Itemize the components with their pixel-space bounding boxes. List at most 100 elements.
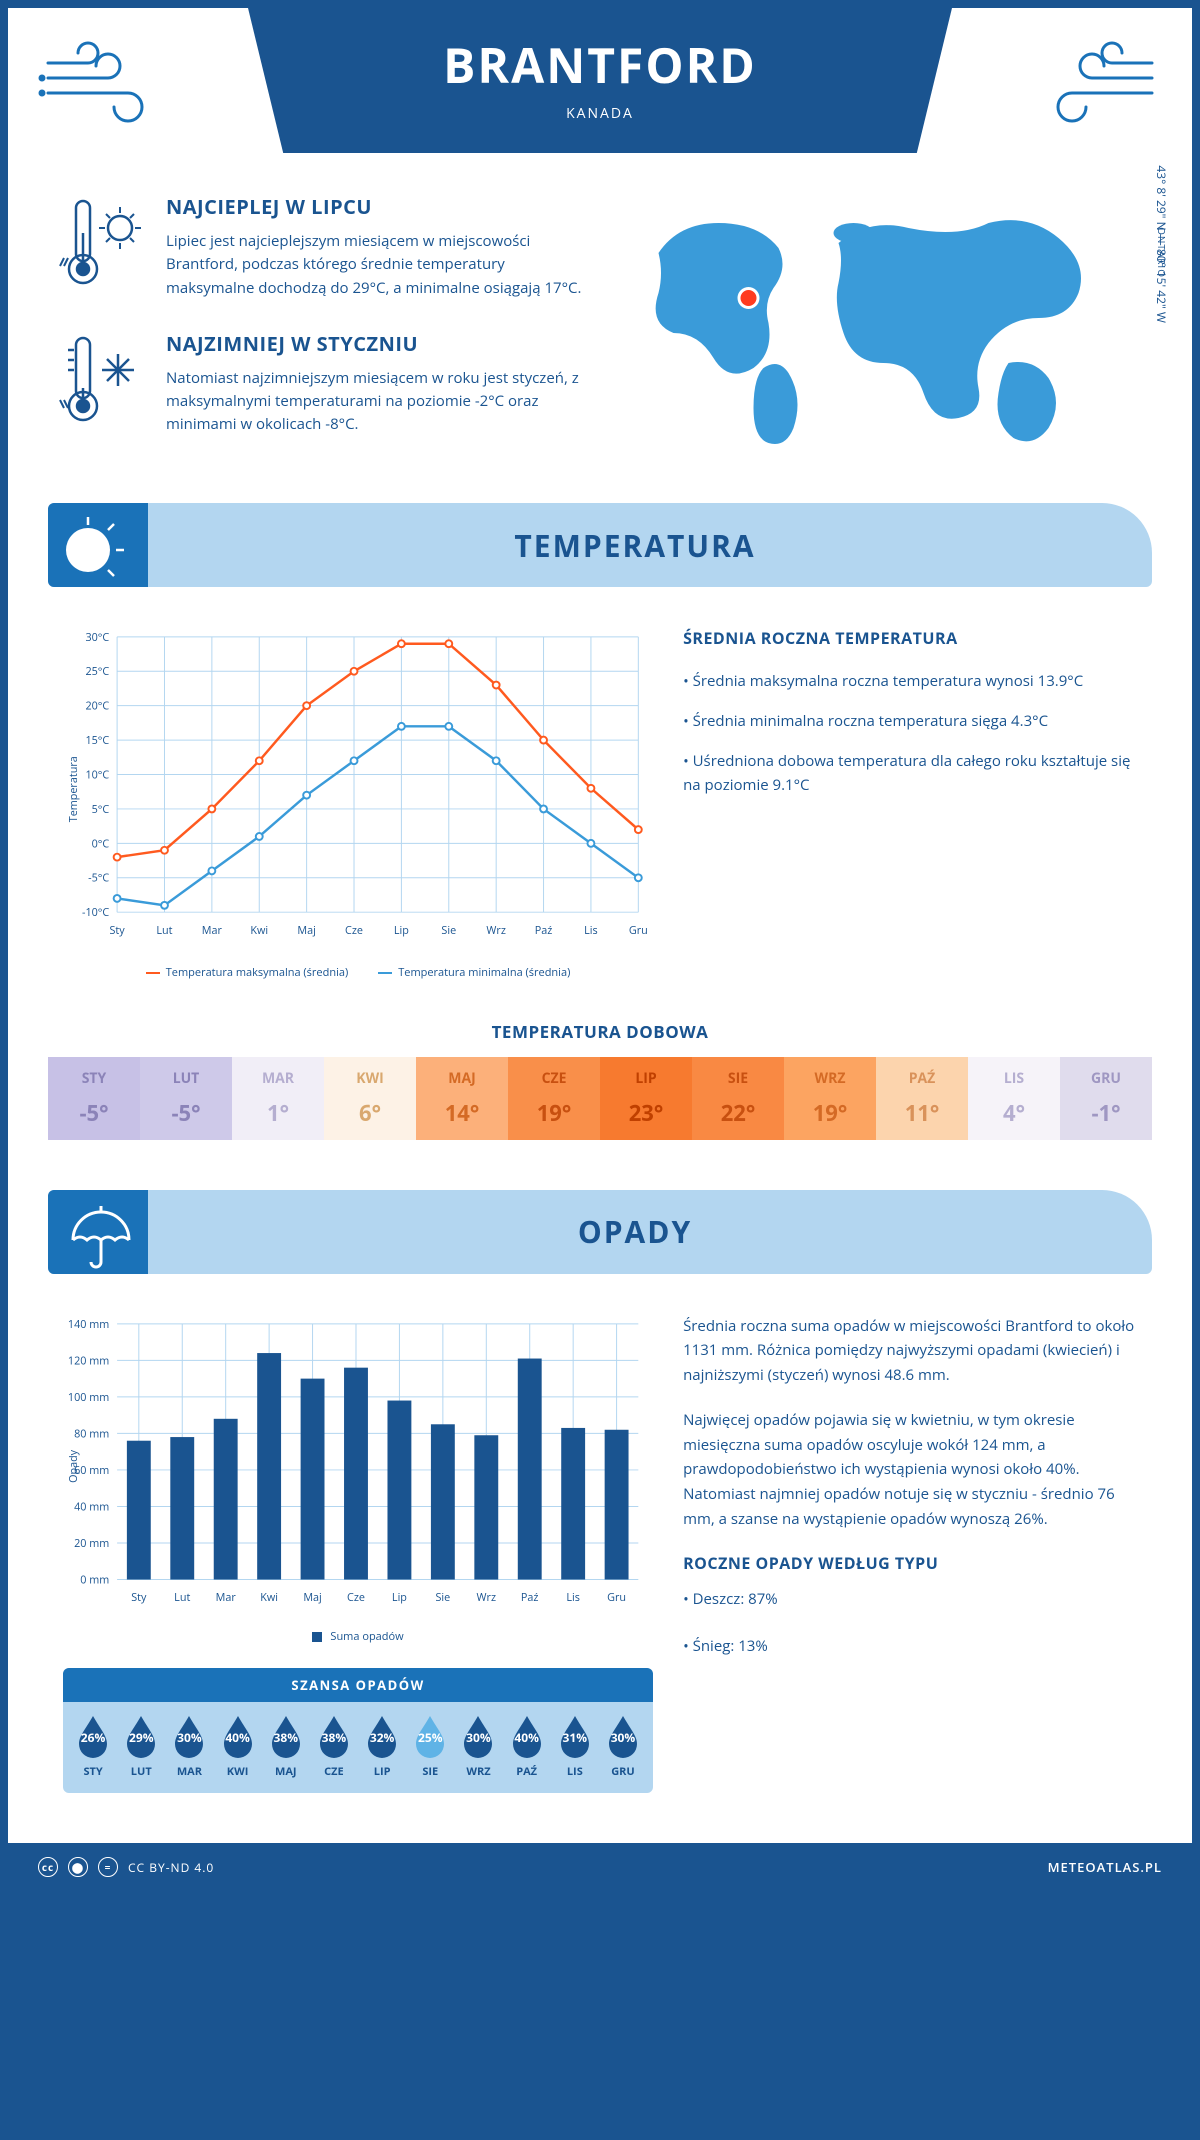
daily-temp-cell: MAJ14° (416, 1057, 508, 1140)
daily-temp-cell: WRZ19° (784, 1057, 876, 1140)
drop-percentage: 25% (418, 1730, 443, 1747)
drop-month: KWI (214, 1764, 262, 1779)
svg-text:20°C: 20°C (85, 699, 109, 714)
svg-text:0°C: 0°C (92, 836, 110, 851)
drop-percentage: 38% (322, 1730, 347, 1747)
svg-text:Lip: Lip (392, 1590, 407, 1605)
intro-text-column: NAJCIEPLEJ W LIPCU Lipiec jest najcieple… (58, 193, 585, 453)
daily-temp-cell: PAŹ11° (876, 1057, 968, 1140)
svg-text:Sie: Sie (435, 1590, 450, 1605)
daily-value: 23° (600, 1098, 692, 1128)
svg-text:25°C: 25°C (85, 664, 109, 679)
drop-month: CZE (310, 1764, 358, 1779)
precipitation-body: 0 mm20 mm40 mm60 mm80 mm100 mm120 mm140 … (8, 1274, 1192, 1814)
raindrop-icon: 40% (509, 1714, 545, 1758)
drop-cell: 30% GRU (599, 1714, 647, 1779)
raindrop-icon: 40% (220, 1714, 256, 1758)
drop-cell: 40% KWI (214, 1714, 262, 1779)
drop-percentage: 29% (129, 1730, 154, 1747)
thermometer-cold-icon (58, 330, 148, 430)
daily-month: KWI (324, 1069, 416, 1088)
page: BRANTFORD KANADA NAJCIEPLEJ W LIPCU Lipi… (8, 8, 1192, 1891)
legend-max: Temperatura maksymalna (średnia) (146, 965, 348, 980)
coords-label: 43° 8' 29" N — 80° 15' 42" W (1154, 165, 1171, 323)
svg-text:Gru: Gru (629, 923, 648, 938)
map-marker-icon (741, 290, 757, 306)
cc-icon: cc (38, 1857, 58, 1877)
drop-percentage: 40% (225, 1730, 250, 1747)
daily-month: LUT (140, 1069, 232, 1088)
warmest-block: NAJCIEPLEJ W LIPCU Lipiec jest najcieple… (58, 193, 585, 300)
svg-text:Maj: Maj (303, 1590, 321, 1605)
svg-text:Sty: Sty (131, 1590, 147, 1605)
raindrop-icon: 30% (171, 1714, 207, 1758)
coldest-block: NAJZIMNIEJ W STYCZNIU Natomiast najzimni… (58, 330, 585, 437)
drop-percentage: 30% (611, 1730, 636, 1747)
svg-text:Lut: Lut (156, 923, 172, 938)
drop-cell: 32% LIP (358, 1714, 406, 1779)
svg-text:Lip: Lip (394, 923, 409, 938)
daily-value: 14° (416, 1098, 508, 1128)
svg-text:30°C: 30°C (85, 630, 109, 645)
daily-value: -5° (140, 1098, 232, 1128)
drop-cell: 40% PAŹ (503, 1714, 551, 1779)
wind-deco-right-icon (952, 8, 1162, 133)
drop-percentage: 38% (273, 1730, 298, 1747)
drop-cell: 29% LUT (117, 1714, 165, 1779)
svg-text:Mar: Mar (202, 923, 223, 938)
raindrop-icon: 38% (316, 1714, 352, 1758)
daily-month: PAŹ (876, 1069, 968, 1088)
drop-month: WRZ (454, 1764, 502, 1779)
drop-month: MAJ (262, 1764, 310, 1779)
svg-text:0 mm: 0 mm (80, 1572, 109, 1587)
drop-percentage: 32% (370, 1730, 395, 1747)
license-text: CC BY-ND 4.0 (128, 1859, 214, 1876)
daily-value: 22° (692, 1098, 784, 1128)
svg-text:Lut: Lut (174, 1590, 190, 1605)
svg-text:Kwi: Kwi (250, 923, 268, 938)
temperature-title: TEMPERATURA (158, 525, 1152, 566)
svg-text:Lis: Lis (566, 1590, 580, 1605)
raindrop-icon: 32% (364, 1714, 400, 1758)
drop-cell: 38% CZE (310, 1714, 358, 1779)
precipitation-side-text: Średnia roczna suma opadów w miejscowośc… (683, 1314, 1137, 1794)
daily-temp-cell: KWI 6° (324, 1057, 416, 1140)
drop-cell: 26% STY (69, 1714, 117, 1779)
drop-percentage: 30% (177, 1730, 202, 1747)
svg-text:Wrz: Wrz (486, 923, 505, 938)
drop-cell: 25% SIE (406, 1714, 454, 1779)
svg-text:15°C: 15°C (85, 733, 109, 748)
sun-icon (48, 503, 148, 587)
precipitation-section-banner: OPADY (48, 1190, 1152, 1274)
temp-chart-legend: Temperatura maksymalna (średnia) Tempera… (63, 965, 653, 980)
thermometer-hot-icon (58, 193, 148, 293)
daily-value: 6° (324, 1098, 416, 1128)
daily-temp-cell: CZE19° (508, 1057, 600, 1140)
drop-cell: 38% MAJ (262, 1714, 310, 1779)
svg-text:10°C: 10°C (85, 767, 109, 782)
svg-text:Mar: Mar (216, 1590, 237, 1605)
daily-temp-cell: MAR1° (232, 1057, 324, 1140)
drop-percentage: 31% (563, 1730, 588, 1747)
raindrop-icon: 29% (123, 1714, 159, 1758)
svg-text:Sie: Sie (441, 923, 456, 938)
drop-month: LIP (358, 1764, 406, 1779)
svg-text:-5°C: -5°C (88, 871, 109, 886)
nd-icon: = (98, 1857, 118, 1877)
raindrop-icon: 30% (605, 1714, 641, 1758)
daily-month: GRU (1060, 1069, 1152, 1088)
drop-month: LIS (551, 1764, 599, 1779)
footer-license: cc ⬤ = CC BY-ND 4.0 (38, 1857, 214, 1877)
drop-month: SIE (406, 1764, 454, 1779)
svg-text:Temperatura: Temperatura (66, 756, 81, 822)
svg-text:20 mm: 20 mm (74, 1535, 109, 1550)
daily-value: 4° (968, 1098, 1060, 1128)
legend-min: Temperatura minimalna (średnia) (378, 965, 570, 980)
precip-legend-label: Suma opadów (330, 1629, 403, 1644)
temp-side-title: ŚREDNIA ROCZNA TEMPERATURA (683, 627, 1137, 649)
drop-month: GRU (599, 1764, 647, 1779)
intro-section: NAJCIEPLEJ W LIPCU Lipiec jest najcieple… (8, 153, 1192, 483)
svg-text:Maj: Maj (297, 923, 315, 938)
svg-text:140 mm: 140 mm (68, 1316, 109, 1331)
svg-text:Lis: Lis (584, 923, 598, 938)
